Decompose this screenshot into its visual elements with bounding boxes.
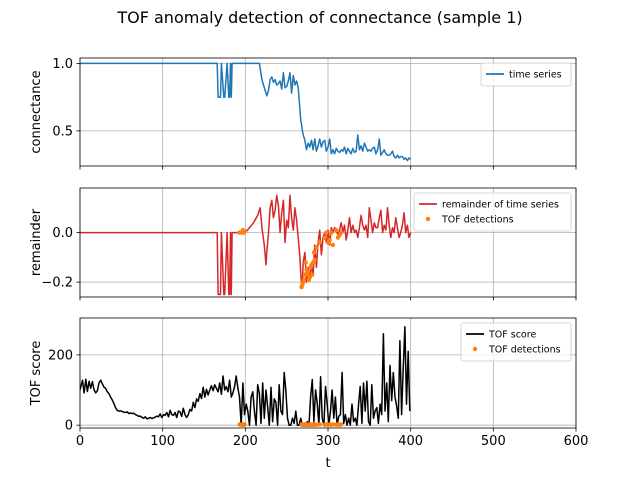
y-tick-label: 200: [48, 348, 73, 363]
plot-area: [80, 326, 411, 428]
series-line: [80, 194, 412, 296]
y-tick-label: 0.0: [52, 226, 73, 241]
tof-score-axis-label: TOF score: [29, 341, 44, 407]
y-tick-label: 0.5: [52, 124, 73, 139]
detection-point: [303, 260, 308, 265]
legend-frame: [480, 62, 572, 87]
legend-label: TOF score: [488, 329, 536, 340]
legend-label: TOF detections: [441, 214, 514, 225]
plot-area: [80, 62, 412, 162]
detection-point: [312, 257, 317, 263]
remainder-panel: remainder −0.2 0.0 remainder of time serie…: [29, 187, 577, 301]
x-axis-label: t: [325, 456, 330, 471]
y-tick-label: −0.2: [41, 276, 73, 291]
plot-area: [80, 194, 412, 296]
detection-point: [339, 422, 344, 427]
detection-point: [242, 422, 247, 427]
legend-label: time series: [509, 69, 562, 80]
x-tick-label: 200: [233, 434, 258, 449]
legend-label: remainder of time series: [442, 199, 559, 210]
chart-title: TOF anomaly detection of connectance (sa…: [116, 8, 522, 27]
detection-point: [327, 237, 332, 243]
connectance-panel: connectance 0.5 1.0 time series: [29, 57, 577, 170]
x-tick-label: 500: [481, 434, 506, 449]
detection-point: [334, 227, 339, 233]
remainder-axis-label: remainder: [29, 208, 44, 276]
legend-frame: [413, 192, 572, 232]
detection-point: [324, 230, 329, 235]
detection-point: [329, 230, 334, 235]
detection-point: [311, 250, 317, 255]
legend-frame: [460, 322, 572, 362]
detection-point: [305, 270, 311, 275]
x-tick-label: 600: [564, 434, 589, 449]
legend-label: TOF detections: [488, 344, 561, 355]
legend: remainder of time series TOF detections: [413, 192, 572, 232]
connectance-axis-label: connectance: [29, 70, 44, 153]
detection-point: [330, 422, 336, 427]
legend-marker-swatch: [425, 216, 431, 222]
series-line: [80, 326, 411, 426]
tof-score-panel: TOF score 0 200 0 100 200 300 400 500 600 TOF sco…: [29, 317, 589, 449]
detection-point: [314, 422, 319, 428]
detection-point: [310, 272, 315, 277]
legend: time series: [480, 62, 572, 87]
detection-point: [330, 242, 336, 248]
series-line: [80, 62, 412, 162]
x-tick-label: 400: [398, 434, 423, 449]
legend: TOF score TOF detections: [460, 322, 572, 362]
y-tick-label: 0: [65, 419, 73, 434]
x-tick-label: 0: [76, 434, 84, 449]
x-tick-label: 300: [316, 434, 341, 449]
detection-point: [339, 230, 344, 235]
detection-point: [317, 240, 322, 245]
detection-point: [301, 277, 307, 282]
legend-marker-swatch: [472, 346, 478, 352]
detection-point: [314, 245, 319, 250]
detection-point: [242, 229, 247, 234]
x-tick-label: 100: [150, 434, 175, 449]
detection-point: [317, 422, 322, 427]
y-tick-label: 1.0: [52, 57, 73, 72]
detection-point: [322, 235, 327, 240]
